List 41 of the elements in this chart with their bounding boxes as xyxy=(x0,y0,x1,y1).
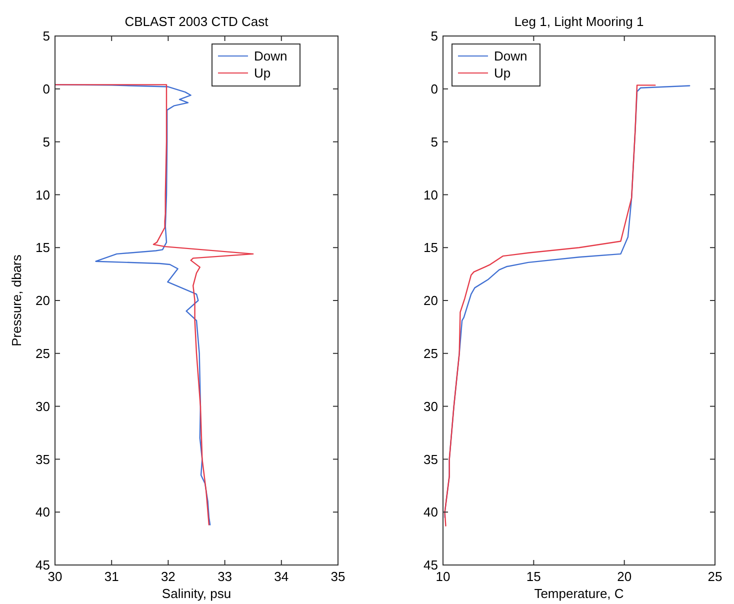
y-tick-label: 0 xyxy=(42,81,50,96)
legend-label: Down xyxy=(494,48,528,64)
x-tick-label: 20 xyxy=(617,569,632,584)
y-tick-label: 15 xyxy=(424,240,438,256)
legend-label: Up xyxy=(254,66,271,81)
y-tick-label: 30 xyxy=(36,398,50,414)
y-tick-label: 40 xyxy=(36,504,50,520)
chart-title: Leg 1, Light Mooring 1 xyxy=(514,14,644,29)
x-tick-label: 35 xyxy=(330,569,346,584)
y-tick-label: 5 xyxy=(42,134,50,150)
x-axis-title: Temperature, C xyxy=(534,586,624,601)
y-tick-label: 5 xyxy=(42,28,50,44)
y-tick-label: 5 xyxy=(430,134,438,150)
y-tick-label: 35 xyxy=(36,452,50,467)
y-tick-label: 35 xyxy=(424,452,438,467)
y-tick-label: 0 xyxy=(430,81,438,96)
y-tick-label: 20 xyxy=(424,293,438,308)
y-tick-label: 15 xyxy=(36,240,50,256)
line-series xyxy=(444,84,656,526)
line-series xyxy=(55,84,254,526)
legend-label: Up xyxy=(494,66,511,81)
y-tick-label: 40 xyxy=(424,504,438,520)
x-tick-label: 32 xyxy=(160,569,176,584)
x-tick-label: 25 xyxy=(708,569,722,584)
legend-label: Down xyxy=(254,48,288,64)
y-tick-label: 10 xyxy=(424,187,438,202)
y-tick-label: 5 xyxy=(430,28,438,44)
y-tick-label: 25 xyxy=(36,346,50,361)
x-tick-label: 34 xyxy=(274,569,289,584)
x-axis-title: Salinity, psu xyxy=(162,586,232,601)
y-tick-label: 45 xyxy=(424,558,438,573)
y-tick-label: 25 xyxy=(424,346,438,361)
x-tick-label: 33 xyxy=(218,569,232,584)
y-tick-label: 10 xyxy=(36,187,50,202)
y-tick-label: 20 xyxy=(36,293,50,308)
y-tick-label: 30 xyxy=(424,398,438,414)
chart-title: CBLAST 2003 CTD Cast xyxy=(124,14,269,29)
y-axis-title: Pressure, dbars xyxy=(9,254,24,346)
y-tick-label: 45 xyxy=(36,558,50,573)
x-tick-label: 31 xyxy=(104,569,119,584)
x-tick-label: 15 xyxy=(526,569,541,584)
